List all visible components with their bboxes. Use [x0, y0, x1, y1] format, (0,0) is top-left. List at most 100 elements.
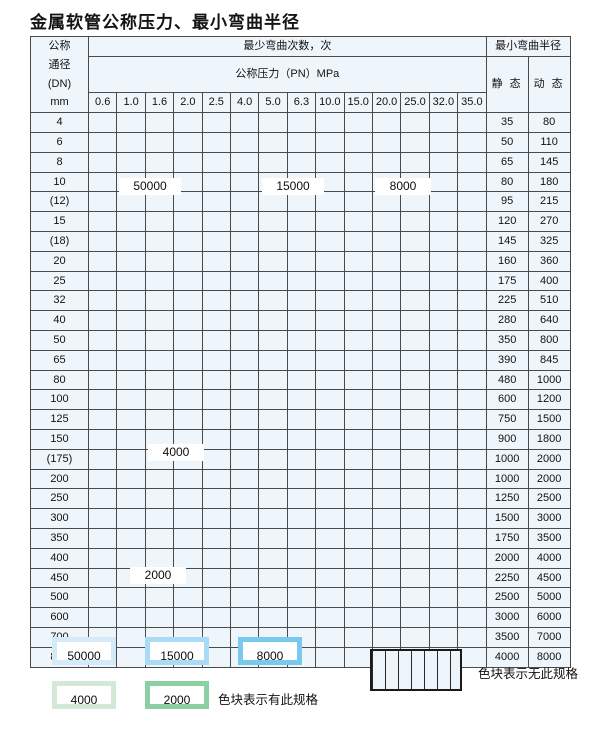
cell-unavailable [371, 349, 402, 371]
cell-rating-8000 [343, 171, 373, 193]
legend-swatch-50000: 50000 [52, 637, 116, 665]
cell-unavailable [400, 270, 430, 292]
static-radius-cell: 1250 [485, 488, 529, 510]
cell-rating-50000 [116, 270, 146, 292]
cell-rating-50000 [144, 151, 175, 173]
cell-unavailable [457, 151, 487, 173]
cell-rating-50000 [87, 230, 118, 252]
cell-unavailable [258, 527, 288, 549]
cell-unavailable [343, 448, 373, 470]
dynamic-radius-cell: 1200 [527, 389, 571, 411]
cell-rating-15000 [315, 191, 345, 213]
cell-unavailable [400, 349, 430, 371]
cell-rating-50000 [201, 191, 231, 213]
cell-rating-8000 [343, 131, 373, 153]
dn-value-cell: 4 [30, 112, 89, 133]
dynamic-radius-cell: 4000 [527, 547, 571, 569]
cell-rating-4000 [229, 448, 260, 470]
cell-unavailable [457, 290, 487, 312]
pressure-col-header-5: 4.0 [229, 92, 260, 114]
cell-unavailable [371, 607, 402, 628]
cell-unavailable [343, 389, 373, 411]
cell-unavailable [400, 389, 430, 411]
cell-rating-4000 [201, 448, 231, 470]
cell-rating-2000 [116, 646, 146, 668]
table-row: 150 900 1800 [30, 428, 571, 450]
cell-unavailable [286, 527, 317, 549]
cell-unavailable [343, 547, 373, 569]
cell-unavailable [258, 409, 288, 430]
cell-unavailable [371, 468, 402, 490]
static-radius-cell: 1000 [485, 448, 529, 470]
cell-rating-15000 [258, 329, 288, 351]
dn-header-line: 公称 [48, 40, 71, 52]
dn-value-cell: 150 [30, 428, 89, 450]
cell-unavailable [315, 547, 345, 569]
cell-unavailable [258, 607, 288, 628]
grid-callout-15000: 15000 [262, 178, 324, 195]
cell-unavailable [428, 329, 459, 351]
cell-rating-2000 [87, 547, 118, 569]
cell-unavailable [315, 389, 345, 411]
table-row: 4 35 80 [30, 112, 571, 133]
cell-rating-15000 [315, 230, 345, 252]
cell-rating-4000 [201, 468, 231, 490]
cell-rating-2000 [144, 587, 175, 609]
cell-rating-4000 [144, 508, 175, 529]
cell-rating-4000 [116, 409, 146, 430]
cell-rating-50000 [201, 310, 231, 331]
cell-unavailable [258, 389, 288, 411]
cell-unavailable [457, 131, 487, 153]
cell-rating-50000 [116, 112, 146, 133]
legend-has-spec-text: 色块表示有此规格 [218, 693, 319, 707]
cell-rating-4000 [87, 508, 118, 529]
pressure-col-header-1: 1.0 [116, 92, 146, 114]
cell-rating-8000 [371, 230, 402, 252]
pressure-header: 公称压力（PN）MPa [88, 55, 487, 94]
cell-rating-8000 [371, 151, 402, 173]
static-radius-cell: 1750 [485, 527, 529, 549]
cell-unavailable [371, 587, 402, 609]
cell-unavailable [229, 547, 260, 569]
cell-rating-2000 [201, 547, 231, 569]
cell-unavailable [343, 349, 373, 371]
grid-callout-4000: 4000 [148, 444, 204, 461]
cell-unavailable [400, 448, 430, 470]
cell-rating-15000 [315, 151, 345, 173]
cell-rating-2000 [87, 587, 118, 609]
table-row: (18) 145 325 [30, 230, 571, 252]
cell-rating-4000 [144, 389, 175, 411]
cell-rating-50000 [87, 171, 118, 193]
cell-rating-8000 [428, 171, 459, 193]
cell-rating-8000 [343, 112, 373, 133]
legend-swatch-15000: 15000 [145, 637, 209, 665]
cell-unavailable [457, 587, 487, 609]
cell-rating-50000 [87, 369, 118, 391]
table-row: 250 1250 2500 [30, 488, 571, 510]
cell-rating-4000 [116, 389, 146, 411]
cell-rating-15000 [229, 230, 260, 252]
dn-value-cell: 500 [30, 587, 89, 609]
cell-rating-4000 [116, 468, 146, 490]
cell-rating-50000 [201, 131, 231, 153]
cell-unavailable [371, 428, 402, 450]
cell-rating-50000 [144, 250, 175, 272]
cell-rating-50000 [116, 250, 146, 272]
legend-swatch-8000: 8000 [238, 637, 302, 665]
cell-rating-4000 [229, 409, 260, 430]
cell-unavailable [286, 369, 317, 391]
cell-unavailable [315, 567, 345, 589]
cell-unavailable [457, 270, 487, 292]
cell-unavailable [343, 310, 373, 331]
dynamic-radius-cell: 7000 [527, 626, 571, 648]
table-row: 6 50 110 [30, 131, 571, 153]
cell-rating-2000 [173, 547, 203, 569]
dn-value-cell: 6 [30, 131, 89, 153]
dn-value-cell: 100 [30, 389, 89, 411]
dn-value-cell: (18) [30, 230, 89, 252]
static-radius-cell: 350 [485, 329, 529, 351]
cell-unavailable [428, 211, 459, 232]
dynamic-radius-cell: 2000 [527, 468, 571, 490]
cell-unavailable [428, 349, 459, 371]
cell-rating-15000 [258, 131, 288, 153]
